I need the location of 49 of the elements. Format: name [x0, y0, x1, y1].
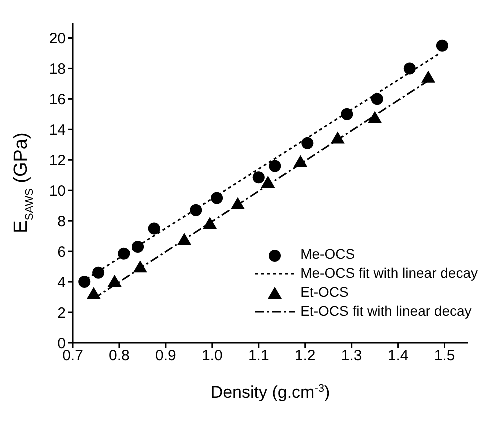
- point: [178, 233, 192, 246]
- x-tick-label: 1.4: [388, 348, 409, 365]
- legend-label: Et-OCS fit with linear decay: [300, 302, 472, 321]
- legend-label: Et-OCS: [300, 283, 349, 302]
- point: [203, 217, 218, 230]
- x-axis-title: Density (g.cm$^{-3}$): [210, 383, 330, 402]
- point: [118, 248, 130, 260]
- point: [92, 266, 105, 279]
- point: [211, 192, 224, 204]
- point: [436, 40, 448, 52]
- point: [148, 222, 160, 235]
- y-tick-label: 20: [49, 30, 66, 48]
- point: [132, 241, 144, 253]
- x-tick-label: 1.0: [202, 348, 223, 365]
- point: [261, 176, 276, 188]
- point: [269, 160, 282, 172]
- legend-label: Me-OCS: [300, 245, 356, 264]
- point: [302, 137, 314, 150]
- y-tick-label: 18: [49, 61, 66, 78]
- point: [133, 260, 148, 273]
- x-tick-label: 0.8: [109, 348, 130, 365]
- y-tick-label: 4: [58, 274, 66, 292]
- point: [341, 108, 354, 120]
- point: [78, 276, 91, 288]
- x-tick-label: 0.7: [62, 348, 84, 365]
- y-tick-label: 14: [49, 122, 66, 139]
- point: [230, 197, 245, 210]
- x-tick-label: 0.9: [156, 348, 176, 365]
- y-tick-label: 6: [58, 244, 66, 261]
- y-tick-label: 16: [49, 92, 66, 109]
- point: [368, 111, 382, 124]
- point: [422, 70, 436, 83]
- point: [294, 155, 308, 168]
- y-tick-label: 2: [58, 304, 66, 322]
- point: [108, 275, 122, 288]
- x-tick-label: 1.1: [248, 348, 270, 365]
- point: [371, 93, 384, 106]
- point: [190, 204, 202, 216]
- y-tick-label: 12: [49, 152, 66, 170]
- x-tick-label: 1.2: [294, 348, 316, 365]
- point: [404, 62, 416, 75]
- y-tick-label: 10: [49, 182, 66, 200]
- point: [252, 172, 265, 184]
- point: [86, 287, 101, 300]
- x-tick-label: 1.3: [341, 348, 362, 365]
- y-tick-label: 8: [58, 213, 66, 230]
- legend-label: Me-OCS fit with linear decay: [300, 264, 478, 283]
- x-tick-label: 1.5: [434, 348, 456, 365]
- point: [330, 132, 345, 144]
